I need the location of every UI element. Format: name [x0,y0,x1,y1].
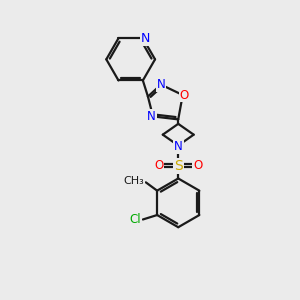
Text: O: O [180,88,189,101]
Text: O: O [193,159,202,172]
Text: N: N [141,32,151,45]
Text: Cl: Cl [130,213,141,226]
Text: N: N [157,78,165,91]
Text: CH₃: CH₃ [124,176,144,186]
Text: N: N [147,110,156,123]
Text: S: S [174,159,183,173]
Text: N: N [174,140,183,154]
Text: O: O [154,159,164,172]
